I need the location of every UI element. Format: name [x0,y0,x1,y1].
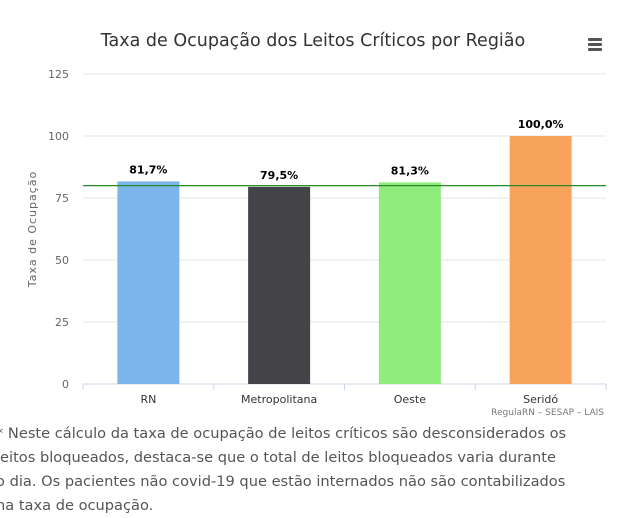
y-tick-label: 125 [48,68,69,81]
footnote-line: na taxa de ocupação. [0,497,154,514]
x-tick-label: Oeste [394,393,426,406]
chart-container: Taxa de Ocupação dos Leitos Críticos por… [26,31,608,418]
bar [509,136,572,384]
bar [117,181,180,384]
y-axis-label: Taxa de Ocupação [26,171,39,289]
data-label: 81,7% [129,163,167,176]
x-tick-label: Seridó [523,393,558,406]
chart-credits: RegulaRN – SESAP – LAIS [491,408,604,418]
y-tick-label: 50 [55,254,69,267]
bar-chart: Taxa de Ocupação dos Leitos Críticos por… [26,31,607,418]
bar [378,182,441,384]
bar [248,186,311,384]
footnote-line: leitos bloqueados, destaca-se que o tota… [0,449,557,466]
data-label: 81,3% [391,164,429,177]
y-tick-label: 0 [62,378,69,391]
footnote-line: o dia. Os pacientes não covid-19 que est… [0,473,566,490]
y-tick-label: 25 [55,316,69,329]
chart-title: Taxa de Ocupação dos Leitos Críticos por… [100,31,525,51]
x-tick-label: RN [140,393,156,406]
footnote-line: * Neste cálculo da taxa de ocupação de l… [0,425,567,442]
data-label: 79,5% [260,169,298,182]
data-label: 100,0% [518,118,564,131]
chart-menu-button[interactable] [584,34,608,54]
footnote: * Neste cálculo da taxa de ocupação de l… [0,422,634,518]
y-tick-label: 100 [48,130,69,143]
y-tick-label: 75 [55,192,69,205]
x-tick-label: Metropolitana [241,393,317,406]
